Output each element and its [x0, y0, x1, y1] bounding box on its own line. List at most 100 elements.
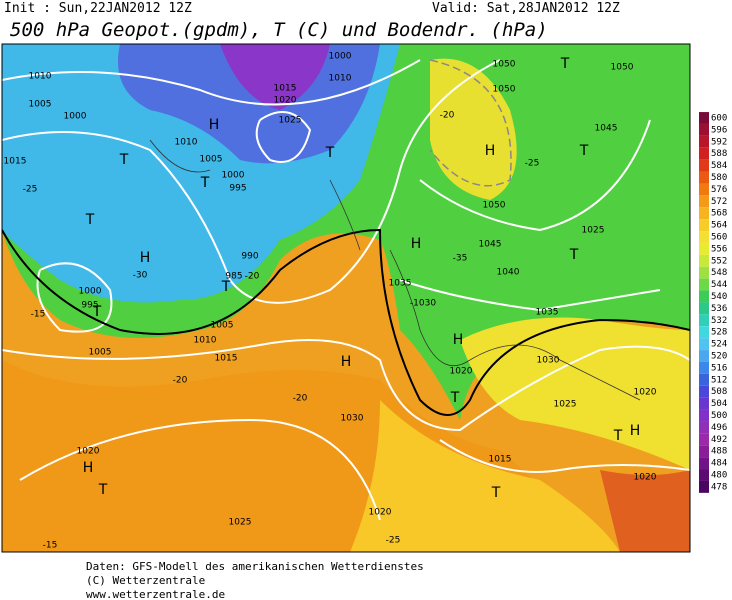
colorbar-swatch — [699, 207, 709, 220]
colorbar-label: 484 — [711, 459, 727, 469]
colorbar-swatch — [699, 254, 709, 267]
contour-label: 1015 — [215, 354, 238, 364]
contour-label: 990 — [241, 252, 258, 262]
pressure-center: T — [221, 279, 231, 295]
colorbar-swatch — [699, 361, 709, 374]
contour-label: -25 — [23, 185, 38, 195]
init-time: Init : Sun,22JAN2012 12Z — [4, 1, 192, 16]
colorbar-label: 528 — [711, 328, 727, 338]
colorbar-swatch — [699, 231, 709, 243]
pressure-center: H — [83, 460, 94, 476]
pressure-center: T — [560, 56, 570, 72]
colorbar-swatch — [699, 242, 709, 255]
colorbar-swatch — [699, 171, 709, 184]
colorbar-swatch — [699, 112, 709, 124]
colorbar-label: 596 — [711, 125, 727, 135]
colorbar-swatch — [699, 219, 709, 232]
contour-label: 1025 — [279, 116, 302, 126]
pressure-center: H — [485, 143, 496, 159]
contour-label: 1050 — [611, 63, 634, 73]
contour-label: -20 — [245, 272, 260, 282]
contour-label: -35 — [453, 254, 468, 264]
colorbar-swatch — [699, 183, 709, 196]
colorbar-swatch — [699, 373, 709, 386]
contour-label: -25 — [386, 536, 401, 546]
contour-label: 1025 — [229, 518, 252, 528]
contour-label: 1050 — [493, 60, 516, 70]
colorbar-label: 580 — [711, 173, 727, 183]
contour-label: -30 — [133, 271, 148, 281]
footer-url: www.wetterzentrale.de — [86, 588, 225, 600]
colorbar-label: 512 — [711, 375, 727, 385]
contour-label: 1015 — [489, 455, 512, 465]
map-area: 1010100510001015-25TTH-301000995T-151005… — [1, 43, 691, 553]
contour-label: -15 — [31, 310, 46, 320]
pressure-center: T — [119, 152, 129, 168]
colorbar-label: 568 — [711, 209, 727, 219]
colorbar-label: 560 — [711, 233, 727, 243]
colorbar-swatch — [699, 195, 709, 208]
pressure-center: H — [411, 236, 422, 252]
contour-label: 1050 — [483, 201, 506, 211]
contour-label: 1005 — [200, 155, 223, 165]
contour-label: 1040 — [497, 268, 520, 278]
pressure-center: T — [569, 247, 579, 263]
contour-label: 1005 — [29, 100, 52, 110]
contour-label: 1020 — [77, 447, 100, 457]
pressure-center: H — [341, 354, 352, 370]
colorbar-label: 480 — [711, 471, 727, 481]
colorbar-label: 540 — [711, 292, 727, 302]
colorbar-label: 588 — [711, 149, 727, 159]
colorbar-label: 520 — [711, 352, 727, 362]
colorbar-swatch — [699, 135, 709, 148]
colorbar-label: 592 — [711, 137, 727, 147]
colorbar-swatch — [699, 480, 709, 493]
pressure-center: H — [140, 250, 151, 266]
pressure-center: H — [209, 117, 220, 133]
colorbar-swatch — [699, 409, 709, 422]
pressure-center: H — [630, 423, 641, 439]
pressure-center: H — [453, 332, 464, 348]
colorbar-swatch — [699, 469, 709, 481]
colorbar-label: 600 — [711, 114, 727, 124]
contour-label: 1025 — [554, 400, 577, 410]
contour-label: 995 — [81, 301, 98, 311]
colorbar-swatch — [699, 433, 709, 446]
contour-label: -1030 — [410, 299, 436, 309]
colorbar-label: 508 — [711, 387, 727, 397]
colorbar-swatch — [699, 159, 709, 172]
contour-label: 1020 — [450, 367, 473, 377]
contour-label: 995 — [229, 184, 246, 194]
contour-label: 1030 — [537, 356, 560, 366]
colorbar-swatch — [699, 421, 709, 434]
pressure-center: T — [85, 212, 95, 228]
colorbar-label: 548 — [711, 268, 727, 278]
contour-label: 1010 — [175, 138, 198, 148]
contour-label: 1005 — [89, 348, 112, 358]
colorbar-label: 488 — [711, 447, 727, 457]
pressure-center: T — [450, 390, 460, 406]
colorbar-label: 536 — [711, 304, 727, 314]
contour-label: 1025 — [582, 226, 605, 236]
contour-label: 1020 — [274, 96, 297, 106]
pressure-center: T — [200, 175, 210, 191]
pressure-center: T — [92, 304, 102, 320]
colorbar-swatch — [699, 350, 709, 362]
contour-label: 1045 — [595, 124, 618, 134]
colorbar-swatch — [699, 338, 709, 351]
pressure-center: T — [325, 145, 335, 161]
colorbar-swatch — [699, 385, 709, 398]
colorbar-label: 516 — [711, 363, 727, 373]
colorbar-swatch — [699, 457, 709, 470]
contour-label: 985 — [225, 272, 242, 282]
pressure-center: T — [613, 428, 623, 444]
contour-label: -20 — [173, 376, 188, 386]
colorbar-swatch — [699, 147, 709, 160]
contour-label: 1020 — [369, 508, 392, 518]
footer-data: Daten: GFS-Modell des amerikanischen Wet… — [86, 560, 424, 573]
map-title: 500 hPa Geopot.(gpdm), T (C) und Bodendr… — [10, 19, 548, 41]
colorbar-label: 504 — [711, 399, 727, 409]
colorbar-label: 492 — [711, 435, 727, 445]
colorbar-label: 496 — [711, 423, 727, 433]
